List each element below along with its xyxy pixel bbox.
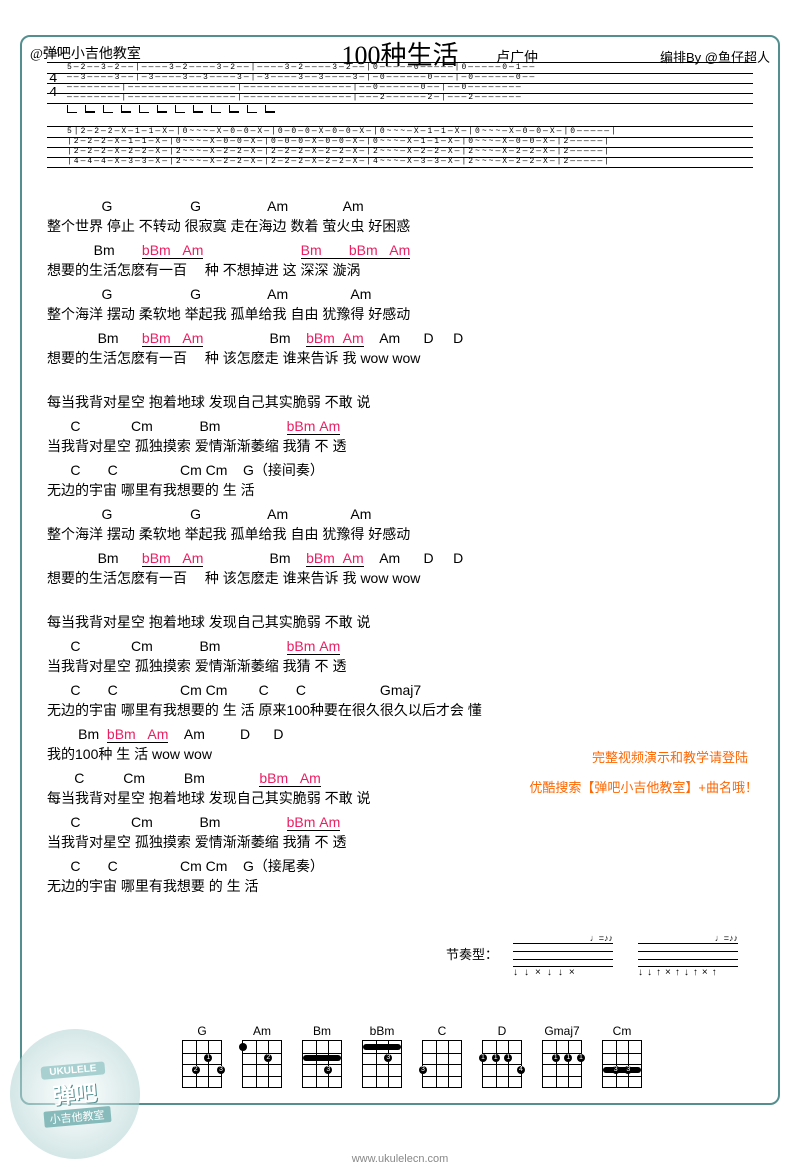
chord-diagram-row: G123 Am2 Bm3 bBm3 C3 D1114 Gmaj7111 Cm33 xyxy=(182,1024,758,1088)
lyric-line: 当我背对星空 孤独摸索 爱情渐渐萎缩 我猜 不 透 xyxy=(47,438,753,456)
promo-note-2: 优酷搜索【弹吧小吉他教室】+曲名哦！ xyxy=(529,777,758,796)
chord-diagram-cm: Cm33 xyxy=(602,1024,642,1088)
lyric-line: 每当我背对星空 抱着地球 发现自己其实脆弱 不敢 说 xyxy=(47,394,753,412)
lyric-line: 整个世界 停止 不转动 很寂寞 走在海边 数着 萤火虫 好困惑 xyxy=(47,218,753,236)
promo-note-1: 完整视频演示和教学请登陆 xyxy=(592,747,748,766)
lyric-line: 想要的生活怎麽有一百 种 不想掉进 这 深深 漩涡 xyxy=(47,262,753,280)
chord-line: Bm bBm Am Am D D xyxy=(47,726,753,744)
lyric-line: 每当我背对星空 抱着地球 发现自己其实脆弱 不敢 说 xyxy=(47,614,753,632)
chord-diagram-c: C3 xyxy=(422,1024,462,1088)
chord-diagram-am: Am2 xyxy=(242,1024,282,1088)
lyric-line: 无边的宇宙 哪里有我想要的 生 活 xyxy=(47,482,753,500)
chord-diagram-d: D1114 xyxy=(482,1024,522,1088)
chord-line xyxy=(47,374,753,392)
chord-line: C C Cm Cm G（接尾奏） xyxy=(47,858,753,876)
chord-diagram-g: G123 xyxy=(182,1024,222,1088)
chord-line: C C Cm Cm G（接间奏） xyxy=(47,462,753,480)
chord-diagram-bbm: bBm3 xyxy=(362,1024,402,1088)
chord-line: G G Am Am xyxy=(47,506,753,524)
rhythm-patterns: ♩=♪♪ ↓↓×↓↓× ♩=♪♪ ↓↓↑×↑↓↑×↑ xyxy=(513,933,738,978)
lyric-line: 想要的生活怎麽有一百 种 该怎麽走 谁来告诉 我 wow wow xyxy=(47,570,753,588)
sheet-page: 5—2——3—2——|————3—2————3—2——|————3—2————3… xyxy=(20,35,780,1105)
chord-diagram-gmaj7: Gmaj7111 xyxy=(542,1024,582,1088)
chord-line: C Cm Bm bBm Am xyxy=(47,418,753,436)
chord-line: Bm bBm Am Bm bBm Am Am D D xyxy=(47,330,753,348)
lyric-line: 想要的生活怎麽有一百 种 该怎麽走 谁来告诉 我 wow wow xyxy=(47,350,753,368)
chord-line: C Cm Bm bBm Am xyxy=(47,638,753,656)
website-url: www.ukulelecn.com xyxy=(352,1153,449,1165)
lyric-line: 整个海洋 摆动 柔软地 举起我 孤单给我 自由 犹豫得 好感动 xyxy=(47,306,753,324)
intro-tab-2: 5|2—2—2—X—1—1—X—|0~~~—X—0—0—X—|0—0—0—X—0… xyxy=(47,126,753,168)
chord-line: G G Am Am xyxy=(47,198,753,216)
chord-line xyxy=(47,594,753,612)
lyric-line: 当我背对星空 孤独摸索 爱情渐渐萎缩 我猜 不 透 xyxy=(47,658,753,676)
chord-line: Bm bBm Am Bm bBm Am xyxy=(47,242,753,260)
chord-line: C Cm Bm bBm Am xyxy=(47,814,753,832)
lyric-line: 无边的宇宙 哪里有我想要的 生 活 原来100种要在很久很久以后才会 懂 xyxy=(47,702,753,720)
chord-line: G G Am Am xyxy=(47,286,753,304)
chord-line: Bm bBm Am Bm bBm Am Am D D xyxy=(47,550,753,568)
lyric-line: 当我背对星空 孤独摸索 爱情渐渐萎缩 我猜 不 透 xyxy=(47,834,753,852)
chord-line: C C Cm Cm C C Gmaj7 xyxy=(47,682,753,700)
intro-tab-1: 5—2——3—2——|————3—2————3—2——|————3—2————3… xyxy=(47,62,753,104)
rhythm-label: 节奏型： xyxy=(446,944,498,963)
chord-diagram-bm: Bm3 xyxy=(302,1024,342,1088)
lyric-line: 无边的宇宙 哪里有我想要 的 生 活 xyxy=(47,878,753,896)
lyric-line: 整个海洋 摆动 柔软地 举起我 孤单给我 自由 犹豫得 好感动 xyxy=(47,526,753,544)
